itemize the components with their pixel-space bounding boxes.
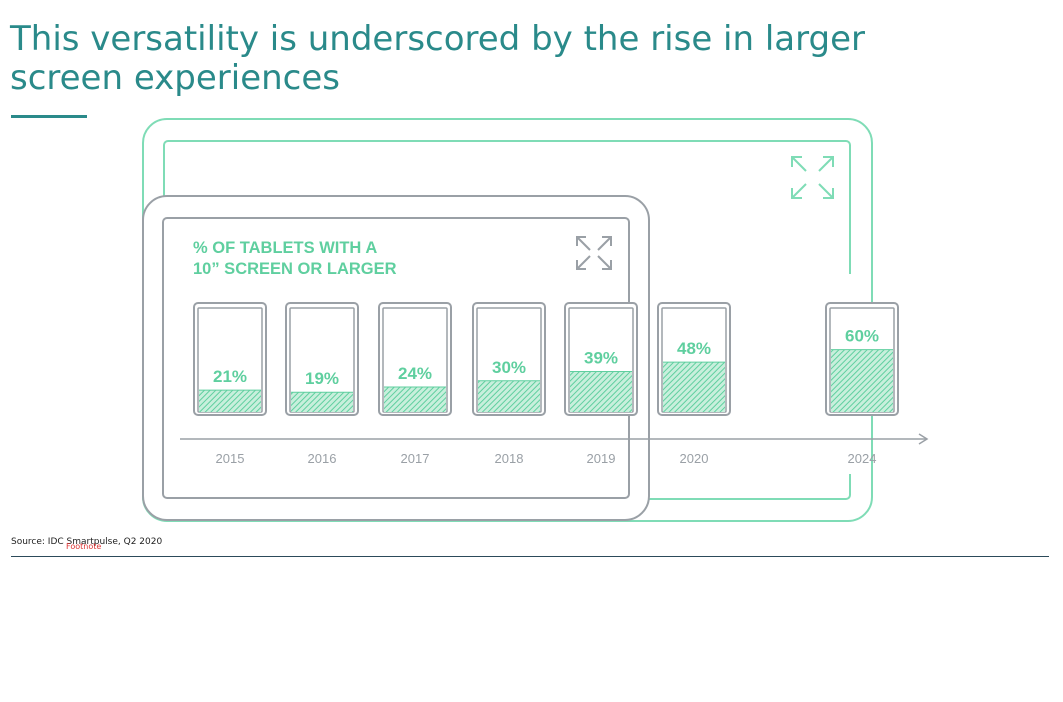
value-label-2020: 48% [677,339,711,358]
title-underline [11,115,87,118]
value-label-2019: 39% [584,348,618,367]
bars-group: 21% 2015 19% 2016 24% 2017 30% 2018 39% 2019 48% 20… [193,302,899,466]
bar-fill-2017 [384,387,446,412]
tick-label-2017: 2017 [401,451,430,466]
tick-label-2020: 2020 [680,451,709,466]
value-label-2015: 21% [213,367,247,386]
bar-fill-2019 [570,371,632,412]
tick-label-2018: 2018 [495,451,524,466]
bar-fill-2018 [478,380,540,412]
source-note: Source: IDC Smartpulse, Q2 2020 [11,537,163,547]
value-label-2018: 30% [492,358,526,377]
bar-fill-2015 [199,390,261,412]
tick-label-2019: 2019 [587,451,616,466]
value-label-2016: 19% [305,369,339,388]
bar-fill-2020 [663,362,725,412]
expand-arrows-icon [791,156,834,199]
bar-frame-2015 [193,302,267,416]
value-label-2017: 24% [398,364,432,383]
value-label-2024: 60% [845,327,879,346]
tick-label-2016: 2016 [308,451,337,466]
bar-fill-2016 [291,392,353,412]
chart-title-line-2: 10” SCREEN OR LARGER [193,260,397,278]
slide-title: This versatility is underscored by the r… [10,19,865,98]
bar-frame-2016 [285,302,359,416]
expand-arrows-icon-small [576,236,612,270]
tick-label-2015: 2015 [216,451,245,466]
footnote-placeholder: Footnote [66,542,102,551]
chart-title-line-1: % OF TABLETS WITH A [193,239,377,257]
bar-fill-2024 [831,349,893,412]
tick-label-2024: 2024 [848,451,877,466]
footer-divider [11,556,1049,557]
x-axis-arrow [180,433,929,445]
